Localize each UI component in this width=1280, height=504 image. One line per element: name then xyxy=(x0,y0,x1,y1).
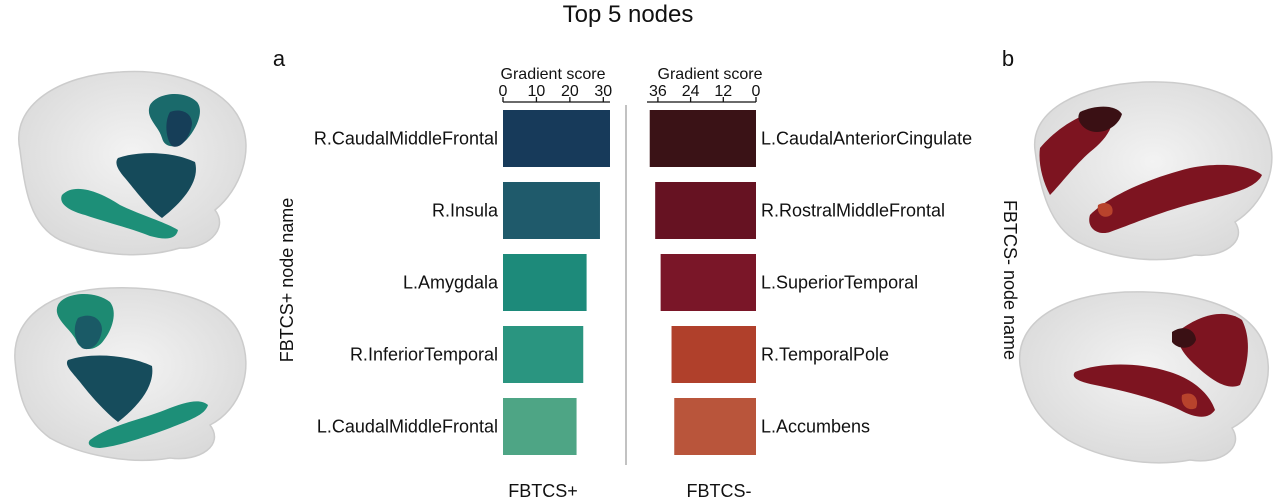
bar-r-inferiortemporal xyxy=(503,326,584,383)
bar-l-amygdala xyxy=(503,254,587,311)
bar-r-insula xyxy=(503,182,600,239)
x-ticks-fbtcs-negative: 36 24 12 0 xyxy=(649,83,761,102)
x-tick-label: 10 xyxy=(528,83,546,100)
bar-r-caudalmiddlefrontal xyxy=(503,110,610,167)
x-tick-label: 20 xyxy=(561,83,579,100)
bar-r-rostralmiddlefrontal xyxy=(655,182,756,239)
brain-render-left-top xyxy=(17,70,247,256)
category-label-l-caudalanteriorcingulate: L.CaudalAnteriorCingulate xyxy=(761,129,972,149)
x-axis-label-fbtcs-negative: Gradient score xyxy=(658,66,763,83)
category-label-l-accumbens: L.Accumbens xyxy=(761,417,870,437)
bar-l-caudalanteriorcingulate xyxy=(649,110,756,167)
x-tick-label: 0 xyxy=(499,83,508,100)
x-axis-label-fbtcs-positive: Gradient score xyxy=(501,66,606,83)
bar-r-temporalpole xyxy=(671,326,756,383)
bar-chart-fbtcs-negative: Gradient score 36 24 12 0 L.CaudalAnteriorC… xyxy=(647,66,1020,501)
bar-chart-fbtcs-positive: Gradient score 0 10 20 30 R.CaudalMiddleFro… xyxy=(277,66,612,501)
brain-render-left-bottom xyxy=(14,287,247,461)
bars-fbtcs-negative: L.CaudalAnteriorCingulate R.RostralMiddle… xyxy=(649,110,972,455)
brain-render-right-bottom xyxy=(1018,291,1270,464)
figure-title: Top 5 nodes xyxy=(563,1,694,28)
bar-l-accumbens xyxy=(674,398,756,455)
x-tick-label: 30 xyxy=(594,83,612,100)
bar-l-caudalmiddlefrontal xyxy=(503,398,577,455)
x-tick-label: 12 xyxy=(714,83,732,100)
panel-label-b: b xyxy=(1002,46,1014,71)
category-label-r-inferiortemporal: R.InferiorTemporal xyxy=(350,345,498,365)
panel-label-a: a xyxy=(273,46,286,71)
group-label-fbtcs-positive: FBTCS+ xyxy=(508,481,578,501)
category-label-l-amygdala: L.Amygdala xyxy=(403,273,499,293)
category-label-r-rostralmiddlefrontal: R.RostralMiddleFrontal xyxy=(761,201,945,221)
y-axis-label-fbtcs-negative: FBTCS- node name xyxy=(1000,200,1020,360)
category-label-r-temporalpole: R.TemporalPole xyxy=(761,345,889,365)
x-tick-label: 0 xyxy=(752,83,761,100)
bar-l-superiortemporal xyxy=(660,254,756,311)
category-label-l-caudalmiddlefrontal: L.CaudalMiddleFrontal xyxy=(317,417,498,437)
bars-fbtcs-positive: R.CaudalMiddleFrontal R.Insula L.Amygdala R… xyxy=(314,110,610,455)
brain-render-right-top xyxy=(1034,81,1273,261)
y-axis-label-fbtcs-positive: FBTCS+ node name xyxy=(277,198,297,363)
x-tick-label: 36 xyxy=(649,83,667,100)
x-ticks-fbtcs-positive: 0 10 20 30 xyxy=(499,83,612,102)
category-label-r-caudalmiddlefrontal: R.CaudalMiddleFrontal xyxy=(314,129,498,149)
x-tick-label: 24 xyxy=(682,83,700,100)
category-label-r-insula: R.Insula xyxy=(432,201,499,221)
group-label-fbtcs-negative: FBTCS- xyxy=(687,481,752,501)
category-label-l-superiortemporal: L.SuperiorTemporal xyxy=(761,273,918,293)
